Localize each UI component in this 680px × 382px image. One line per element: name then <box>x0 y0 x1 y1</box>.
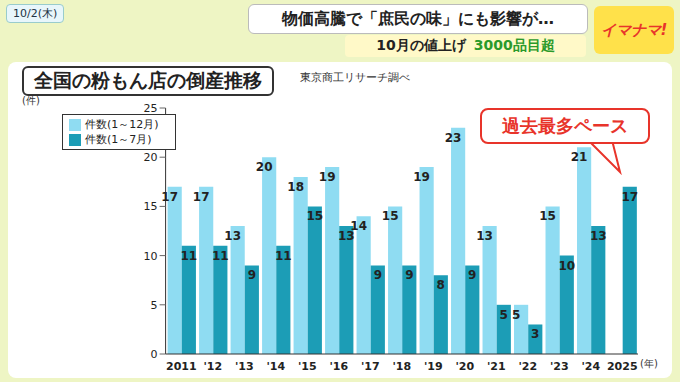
html-text:10月の値上げ: 10月の値上げ <box>376 37 466 53</box>
svg-text:18: 18 <box>287 180 304 194</box>
svg-text:13: 13 <box>224 229 241 243</box>
svg-text:13: 13 <box>590 229 607 243</box>
svg-text:0: 0 <box>151 348 158 361</box>
html-text:3000品目超: 3000品目超 <box>473 37 555 53</box>
svg-text:'13: '13 <box>235 360 254 373</box>
svg-text:14: 14 <box>350 219 367 234</box>
svg-text:'12: '12 <box>203 360 222 373</box>
html-text:全国の粉もん店の倒産推移: 全国の粉もん店の倒産推移 <box>34 69 262 91</box>
svg-text:13: 13 <box>476 229 493 243</box>
svg-text:8: 8 <box>437 278 445 292</box>
svg-text:15: 15 <box>382 209 399 223</box>
svg-text:'14: '14 <box>266 360 285 373</box>
svg-text:20: 20 <box>144 151 158 164</box>
svg-text:17: 17 <box>193 190 210 204</box>
svg-text:21: 21 <box>571 150 588 164</box>
svg-text:'15: '15 <box>298 360 317 373</box>
html-text:過去最多ペース: 過去最多ペース <box>502 115 628 136</box>
svg-text:20: 20 <box>256 160 273 174</box>
svg-text:15: 15 <box>306 209 323 223</box>
svg-text:17: 17 <box>621 190 638 204</box>
svg-text:'22: '22 <box>518 360 537 373</box>
svg-text:'19: '19 <box>424 360 443 373</box>
svg-text:'18: '18 <box>392 360 411 373</box>
svg-text:2025: 2025 <box>607 360 638 373</box>
svg-text:'20: '20 <box>455 360 474 373</box>
svg-text:11: 11 <box>212 249 229 263</box>
html-text:物価高騰で「庶民の味」にも影響が…: 物価高騰で「庶民の味」にも影響が… <box>282 8 554 28</box>
svg-text:'16: '16 <box>329 360 348 373</box>
svg-text:3: 3 <box>531 327 539 341</box>
svg-text:11: 11 <box>181 249 198 263</box>
svg-text:23: 23 <box>445 131 462 145</box>
svg-text:2011: 2011 <box>166 360 197 373</box>
svg-text:9: 9 <box>405 268 413 282</box>
svg-text:9: 9 <box>248 268 256 282</box>
svg-text:9: 9 <box>468 268 476 282</box>
svg-text:5: 5 <box>512 308 520 322</box>
svg-text:19: 19 <box>413 170 430 184</box>
svg-text:5: 5 <box>151 299 158 312</box>
html-text:10/2(木): 10/2(木) <box>13 7 58 20</box>
html-text:件数(1～7月): 件数(1～7月) <box>85 133 152 146</box>
svg-text:'17: '17 <box>361 360 380 373</box>
html-text:(年): (年) <box>640 358 658 369</box>
svg-text:10: 10 <box>558 259 575 273</box>
svg-text:13: 13 <box>338 229 355 243</box>
html-text:(件): (件) <box>22 95 40 106</box>
svg-text:15: 15 <box>539 209 556 223</box>
svg-text:11: 11 <box>275 249 292 263</box>
svg-text:25: 25 <box>144 102 158 115</box>
svg-text:10: 10 <box>144 250 158 263</box>
svg-text:17: 17 <box>161 190 178 204</box>
svg-text:5: 5 <box>500 308 508 322</box>
svg-text:15: 15 <box>144 200 158 213</box>
svg-text:'21: '21 <box>487 360 506 373</box>
html-text:東京商工リサーチ調べ: 東京商工リサーチ調べ <box>300 71 410 84</box>
svg-text:'23: '23 <box>550 360 569 373</box>
svg-text:9: 9 <box>374 268 382 282</box>
html-text:イマナマ!: イマナマ! <box>600 20 668 39</box>
svg-text:19: 19 <box>319 170 336 184</box>
svg-text:'24: '24 <box>581 360 600 373</box>
html-text:件数(1～12月): 件数(1～12月) <box>85 118 159 131</box>
